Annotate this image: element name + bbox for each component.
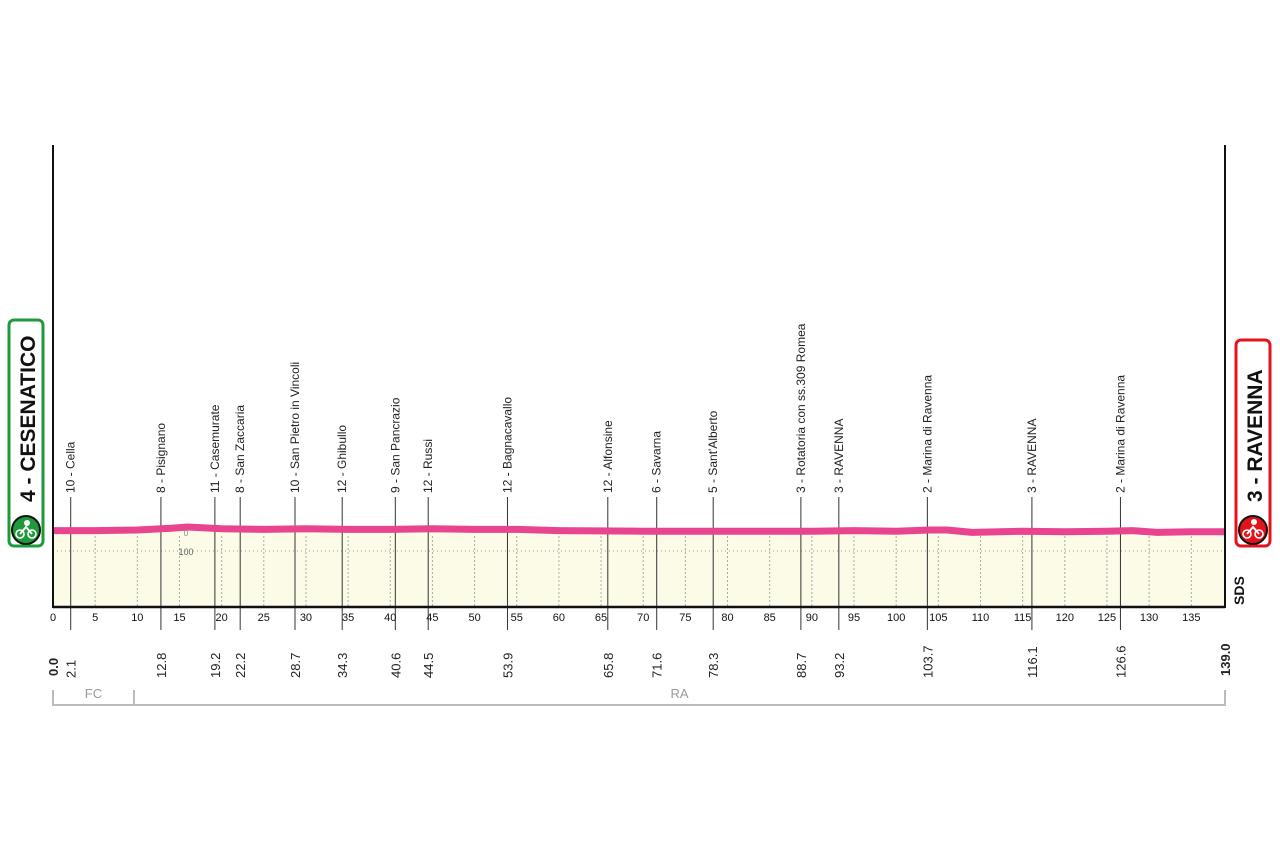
x-tick-label: 0 <box>50 612 56 624</box>
finish-badge: 3 - RAVENNA <box>1234 338 1272 548</box>
waypoint-label: 2 - Marina di Ravenna <box>1113 375 1127 493</box>
profile-line <box>53 523 1225 536</box>
waypoint-label: 8 - Pisignano <box>154 423 168 493</box>
waypoint-km: 65.8 <box>601 653 616 678</box>
waypoint-label: 3 - RAVENNA <box>832 419 846 493</box>
profile-area <box>53 527 1225 606</box>
x-tick-label: 125 <box>1098 612 1116 624</box>
waypoint-km: 139.0 <box>1218 643 1233 676</box>
x-tick-label: 85 <box>764 612 776 624</box>
x-tick-label: 75 <box>679 612 691 624</box>
waypoint-km: 19.2 <box>208 653 223 678</box>
waypoint-label: 12 - Bagnacavallo <box>500 397 514 493</box>
x-tick-label: 105 <box>929 612 947 624</box>
waypoint-km: 126.6 <box>1113 645 1128 678</box>
waypoint-km: 0.0 <box>46 658 61 676</box>
x-tick-label: 130 <box>1140 612 1158 624</box>
waypoint-label: 10 - San Pietro in Vincoli <box>288 362 302 493</box>
elevation-label-0: 0 <box>184 529 189 538</box>
x-tick-label: 25 <box>258 612 270 624</box>
x-tick-label: 110 <box>972 612 990 624</box>
waypoint-label: 8 - San Zaccaria <box>233 405 247 493</box>
waypoint-km: 78.3 <box>706 653 721 678</box>
waypoint-km: 12.8 <box>154 653 169 678</box>
waypoint-label: 3 - RAVENNA <box>1025 419 1039 493</box>
x-tick-label: 50 <box>468 612 480 624</box>
waypoint-km: 103.7 <box>920 645 935 678</box>
finish-label: 3 - RAVENNA <box>1244 369 1267 502</box>
waypoint-label: 6 - Savarna <box>650 431 664 493</box>
x-tick-label: 20 <box>216 612 228 624</box>
waypoint-label: 2 - Marina di Ravenna <box>920 375 934 493</box>
waypoint-label: 3 - Rotatoria con ss.309 Romea <box>794 323 808 493</box>
x-tick-label: 100 <box>887 612 905 624</box>
waypoint-label: 11 - Casemurate <box>208 404 222 493</box>
waypoint-label: 5 - Sant'Alberto <box>706 410 720 493</box>
x-tick-label: 15 <box>173 612 185 624</box>
waypoint-label: 9 - San Pancrazio <box>388 397 402 493</box>
waypoint-km: 44.5 <box>421 653 436 678</box>
x-tick-label: 90 <box>806 612 818 624</box>
waypoint-km: 88.7 <box>794 653 809 678</box>
x-tick-label: 80 <box>721 612 733 624</box>
cyclist-finish-icon <box>1238 515 1268 545</box>
x-tick-label: 65 <box>595 612 607 624</box>
x-tick-label: 10 <box>131 612 143 624</box>
x-tick-label: 115 <box>1014 612 1032 624</box>
waypoint-km: 93.2 <box>832 653 847 678</box>
x-tick-label: 95 <box>848 612 860 624</box>
waypoint-km: 22.2 <box>233 653 248 678</box>
waypoint-km: 2.1 <box>64 660 79 678</box>
x-tick-label: 55 <box>511 612 523 624</box>
waypoint-label: 10 - Cella <box>64 441 78 493</box>
x-tick-label: 70 <box>637 612 649 624</box>
waypoint-km: 53.9 <box>500 653 515 678</box>
x-tick-label: 5 <box>92 612 98 624</box>
waypoint-km: 71.6 <box>650 653 665 678</box>
x-tick-label: 35 <box>342 612 354 624</box>
x-tick-label: 135 <box>1182 612 1200 624</box>
x-tick-label: 40 <box>384 612 396 624</box>
start-label: 4 - CESENATICO <box>17 336 40 502</box>
waypoint-km: 40.6 <box>388 653 403 678</box>
x-tick-label: 45 <box>426 612 438 624</box>
x-tick-label: 30 <box>300 612 312 624</box>
brand-logo: SDS <box>1231 576 1247 605</box>
waypoint-km: 28.7 <box>288 653 303 678</box>
waypoint-label: 12 - Russi <box>421 439 435 493</box>
waypoint-km: 34.3 <box>335 653 350 678</box>
region-label: FC <box>85 686 102 701</box>
waypoint-label: 12 - Ghibullo <box>335 425 349 493</box>
region-label: RA <box>670 686 688 701</box>
waypoint-km: 116.1 <box>1025 646 1040 678</box>
elevation-label-100: 100 <box>178 547 193 557</box>
waypoint-label: 12 - Alfonsine <box>601 420 615 493</box>
x-tick-label: 120 <box>1056 612 1074 624</box>
cyclist-start-icon <box>11 515 41 545</box>
x-tick-label: 60 <box>553 612 565 624</box>
start-badge: 4 - CESENATICO <box>7 318 45 548</box>
